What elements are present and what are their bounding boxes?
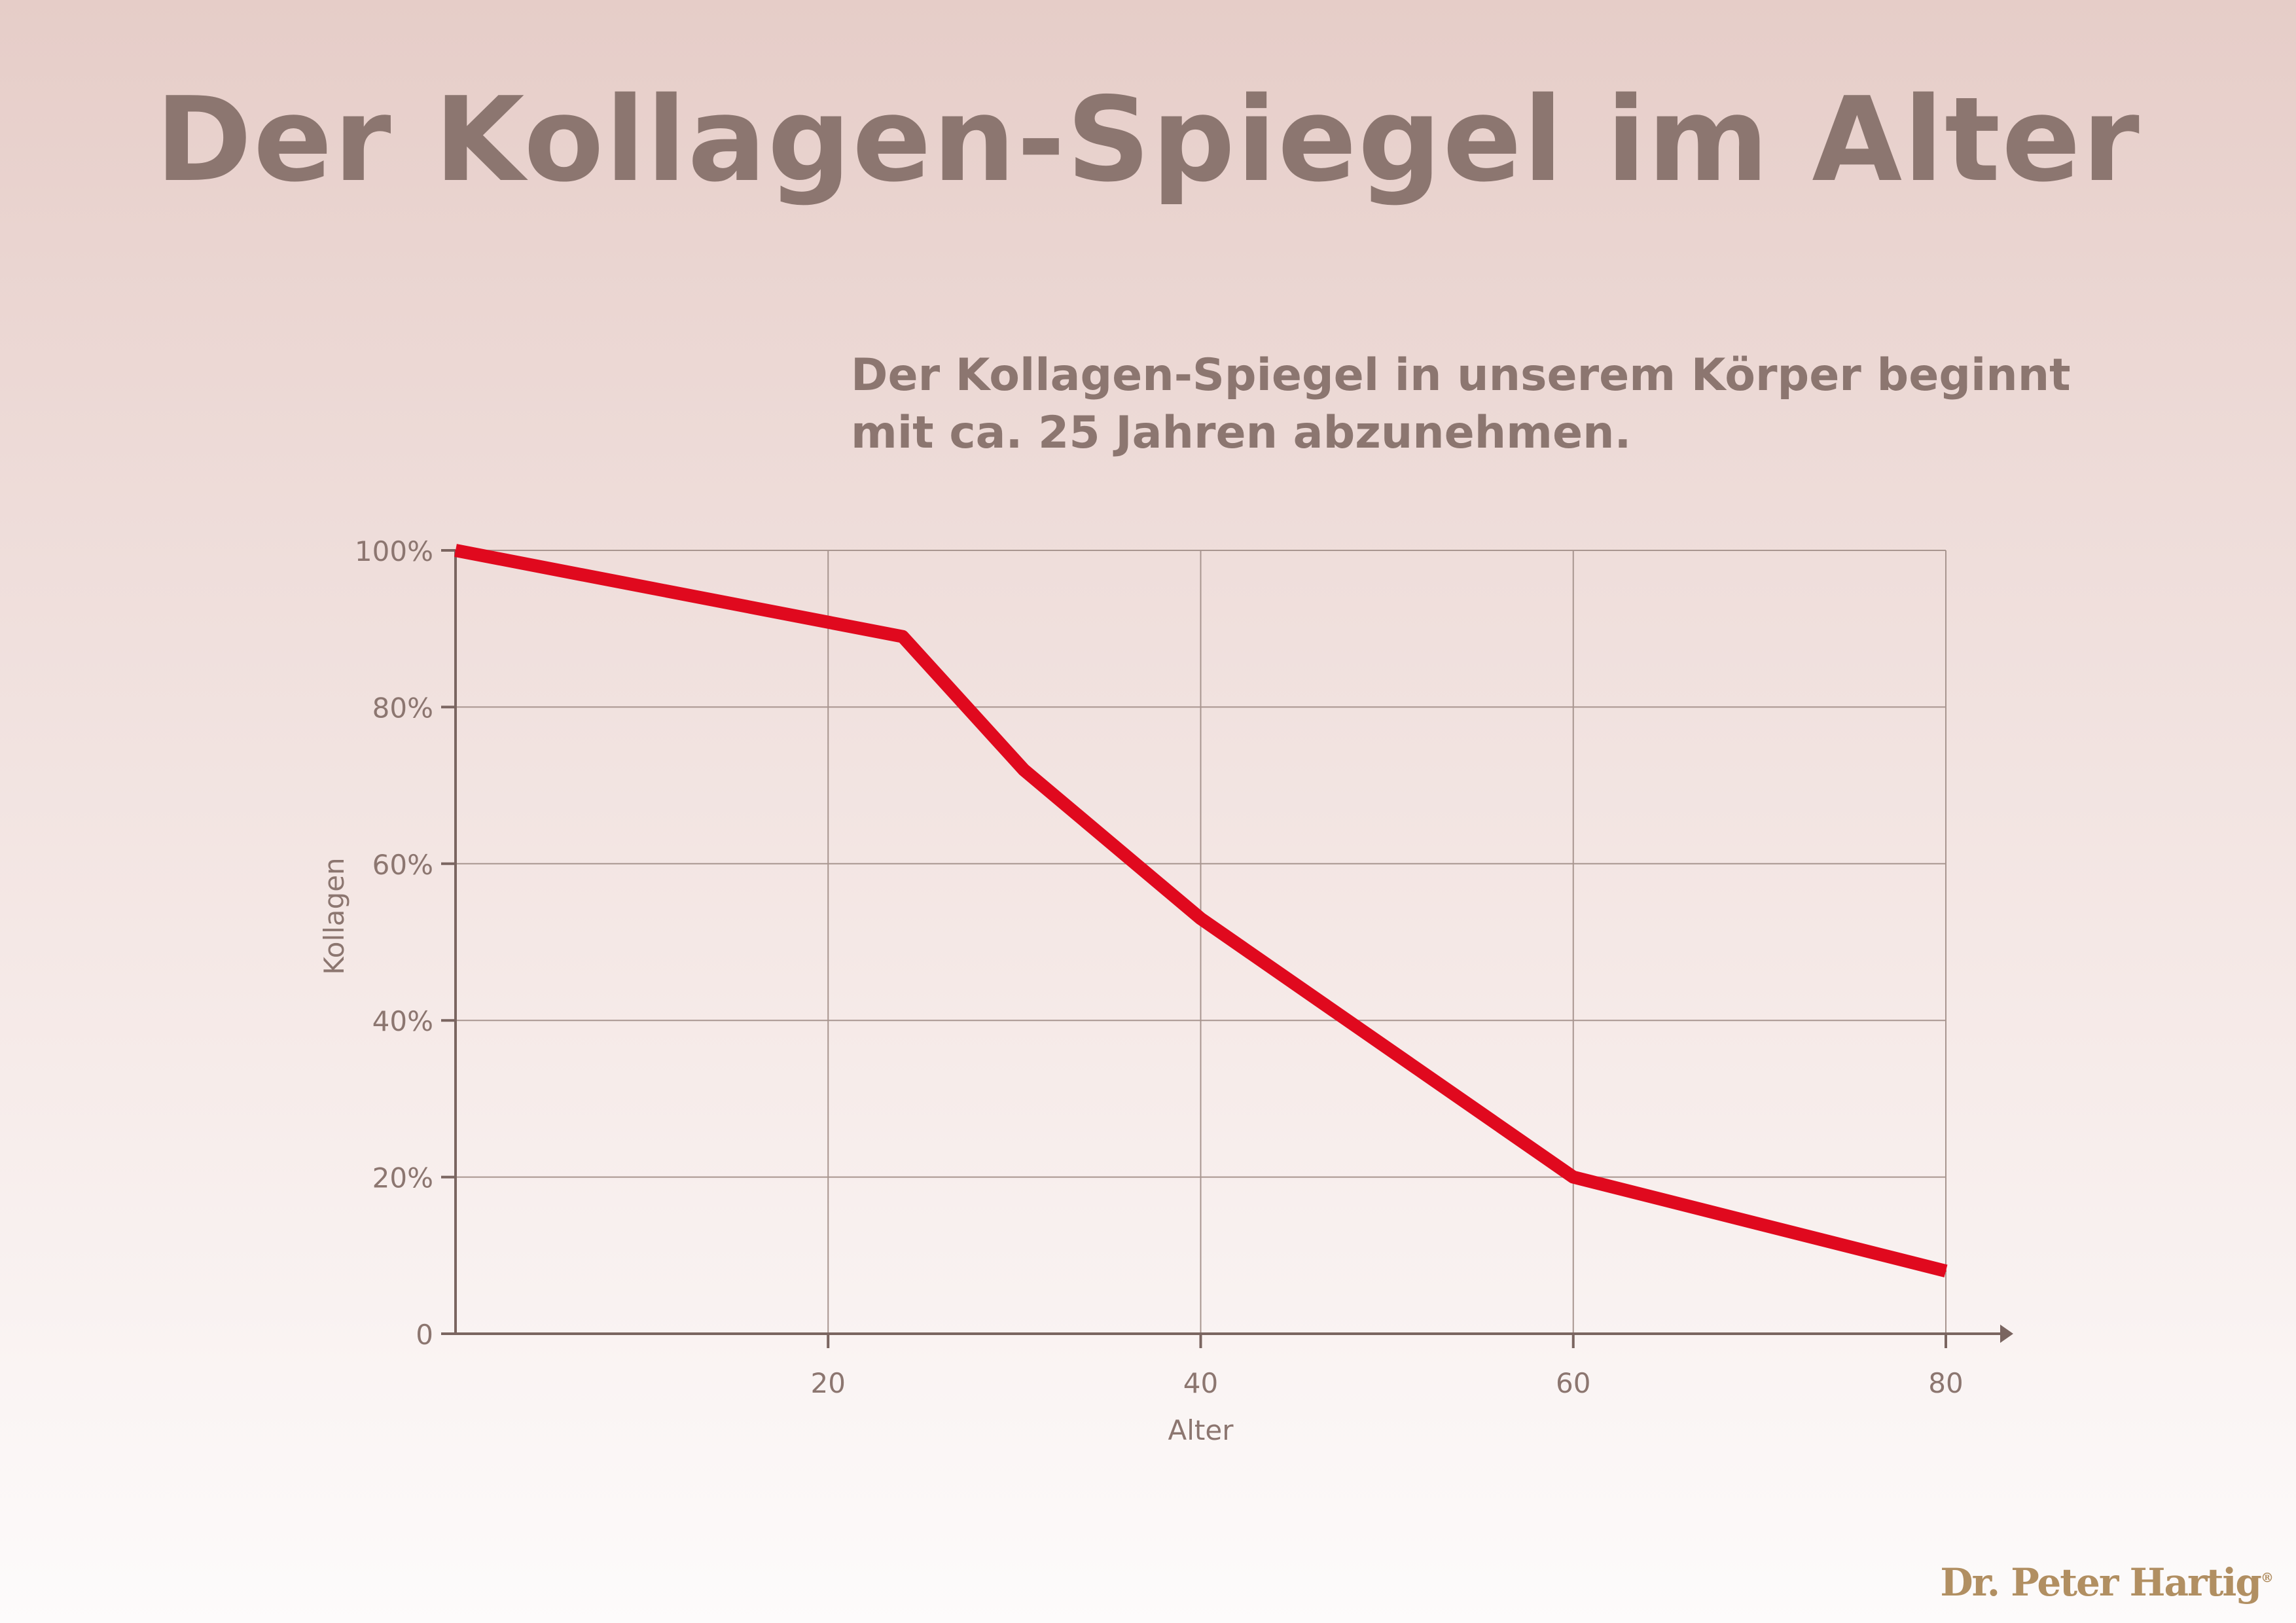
data-point bbox=[1200, 918, 1202, 919]
subtitle-line-2: mit ca. 25 Jahren abzunehmen. bbox=[851, 407, 1632, 459]
chart-subtitle: Der Kollagen-Spiegel in unserem Körper b… bbox=[851, 347, 2160, 462]
x-axis-label: Alter bbox=[1168, 1414, 1234, 1446]
page-title: Der Kollagen-Spiegel im Alter bbox=[155, 72, 2141, 207]
subtitle-line-1: Der Kollagen-Spiegel in unserem Körper b… bbox=[851, 349, 2071, 401]
data-point bbox=[1023, 769, 1025, 771]
data-point bbox=[902, 635, 904, 637]
data-point bbox=[1945, 1270, 1946, 1272]
y-tick-label: 100% bbox=[355, 535, 433, 567]
y-tick-label: 20% bbox=[372, 1162, 433, 1194]
y-tick-label: 80% bbox=[372, 692, 433, 724]
y-tick-label: 0 bbox=[416, 1319, 433, 1351]
y-tick-label: 60% bbox=[372, 849, 433, 881]
y-tick-label: 40% bbox=[372, 1005, 433, 1037]
x-tick-label: 80 bbox=[1928, 1367, 1963, 1399]
x-axis-arrow bbox=[2000, 1325, 2013, 1343]
data-point bbox=[455, 550, 456, 551]
brand-logo: Dr. Peter Hartig® bbox=[1940, 1560, 2274, 1605]
series-line bbox=[454, 544, 1948, 1277]
x-tick-label: 60 bbox=[1556, 1367, 1590, 1399]
x-tick-label: 20 bbox=[811, 1367, 846, 1399]
data-point bbox=[1572, 1176, 1574, 1178]
x-tick-label: 40 bbox=[1183, 1367, 1218, 1399]
y-axis-label: Kollagen bbox=[318, 857, 350, 974]
